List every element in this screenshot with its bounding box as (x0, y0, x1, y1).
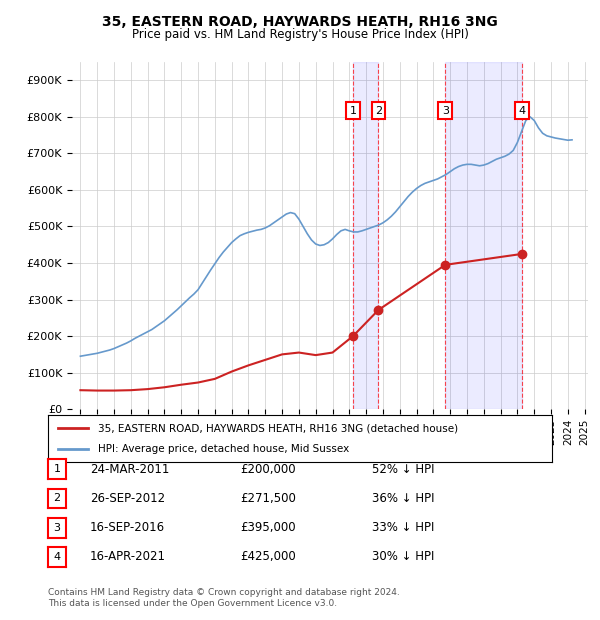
Text: 2: 2 (375, 105, 382, 115)
Text: Price paid vs. HM Land Registry's House Price Index (HPI): Price paid vs. HM Land Registry's House … (131, 28, 469, 41)
Text: 52% ↓ HPI: 52% ↓ HPI (372, 463, 434, 476)
Text: £425,000: £425,000 (240, 551, 296, 563)
Text: 4: 4 (53, 552, 61, 562)
Text: £200,000: £200,000 (240, 463, 296, 476)
Text: 1: 1 (350, 105, 356, 115)
Text: 35, EASTERN ROAD, HAYWARDS HEATH, RH16 3NG (detached house): 35, EASTERN ROAD, HAYWARDS HEATH, RH16 3… (98, 423, 458, 433)
Text: 3: 3 (442, 105, 449, 115)
Text: 30% ↓ HPI: 30% ↓ HPI (372, 551, 434, 563)
Text: 35, EASTERN ROAD, HAYWARDS HEATH, RH16 3NG: 35, EASTERN ROAD, HAYWARDS HEATH, RH16 3… (102, 16, 498, 30)
Text: 3: 3 (53, 523, 61, 533)
Text: 33% ↓ HPI: 33% ↓ HPI (372, 521, 434, 534)
Text: 1: 1 (53, 464, 61, 474)
Text: 26-SEP-2012: 26-SEP-2012 (90, 492, 165, 505)
Bar (445, 62, 522, 409)
Text: 24-MAR-2011: 24-MAR-2011 (90, 463, 169, 476)
Text: 16-APR-2021: 16-APR-2021 (90, 551, 166, 563)
Text: 16-SEP-2016: 16-SEP-2016 (90, 521, 165, 534)
Text: Contains HM Land Registry data © Crown copyright and database right 2024.
This d: Contains HM Land Registry data © Crown c… (48, 588, 400, 608)
Text: 36% ↓ HPI: 36% ↓ HPI (372, 492, 434, 505)
Text: 4: 4 (519, 105, 526, 115)
Text: £395,000: £395,000 (240, 521, 296, 534)
Bar (353, 62, 379, 409)
Text: £271,500: £271,500 (240, 492, 296, 505)
Text: HPI: Average price, detached house, Mid Sussex: HPI: Average price, detached house, Mid … (98, 444, 350, 454)
Text: 2: 2 (53, 494, 61, 503)
